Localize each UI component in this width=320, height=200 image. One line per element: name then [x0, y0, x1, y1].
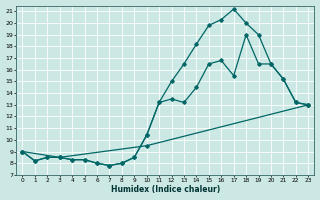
- X-axis label: Humidex (Indice chaleur): Humidex (Indice chaleur): [111, 185, 220, 194]
